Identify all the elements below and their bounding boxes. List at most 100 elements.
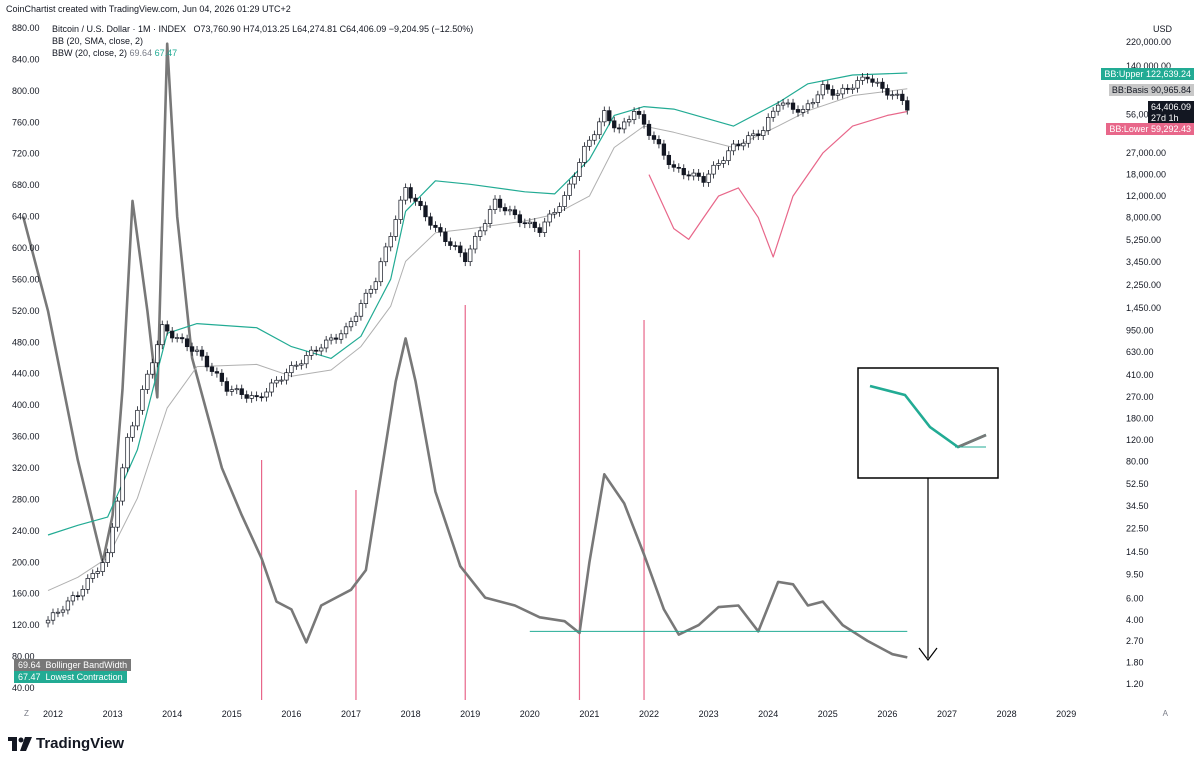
candle-body [378,261,383,283]
candle [790,98,796,114]
candle [666,151,672,170]
candle-body [120,467,125,502]
candle-body [388,236,393,248]
bbw-legend-lowest: 67.47 [154,48,178,58]
zoom-corner[interactable]: Z [24,709,29,718]
candle-body [204,355,210,368]
candle [522,218,527,229]
x-tick-label: 2017 [341,709,361,719]
candle [333,333,339,344]
candle-body [815,94,821,103]
candle-body [517,214,523,224]
candle [751,129,756,141]
candle-body [165,324,170,332]
candle [805,99,811,114]
candle-body [597,121,602,136]
left-tick-label: 800.00 [12,86,40,96]
bb-lower-tag-label: BB:Lower [1109,124,1149,134]
candle-body [50,612,56,621]
candle-body [294,364,299,367]
x-tick-label: 2020 [520,709,540,719]
bb-legend[interactable]: BB (20, SMA, close, 2) [52,36,144,46]
x-tick-label: 2028 [997,709,1017,719]
candle-body [398,199,403,220]
candle-body [209,366,215,372]
candle-body [110,526,115,554]
candle-body [681,168,686,176]
inset-bbw-tail [957,433,987,449]
right-tick-label: 14.50 [1126,547,1149,557]
candle [820,80,825,100]
auto-scale-button[interactable]: A [1162,709,1168,718]
bb-basis-tag-label: BB:Basis [1111,85,1149,95]
candle-body [304,355,309,365]
left-tick-label: 480.00 [12,337,40,347]
candle [120,463,125,506]
right-tick-label: 1.20 [1126,679,1144,689]
candle [656,135,662,149]
candle-body [577,162,582,177]
bbw-tag-value: 69.64 [18,660,41,670]
candle [284,368,289,385]
candle [408,183,413,203]
candle-body [95,571,100,574]
candle-body [800,109,806,113]
candle-body [229,389,234,392]
candle [160,320,165,350]
candle-body [418,200,423,207]
candle-body [512,209,518,216]
x-tick-label: 2023 [699,709,719,719]
candle [135,406,140,431]
candle [497,195,503,212]
candle [140,385,145,415]
candle-body [731,143,736,152]
candle-body [75,595,80,597]
candle-body [716,163,721,166]
right-tick-label: 410.00 [1126,370,1154,380]
x-tick-label: 2022 [639,709,659,719]
candle-body [686,174,691,177]
candle [90,569,95,583]
candle [388,232,393,252]
candle-body [756,133,761,136]
candle [860,73,865,85]
candle-body [55,611,61,614]
candle [319,343,324,356]
candle-body [343,326,349,335]
candle-body [542,221,547,233]
arrow-head [918,647,938,661]
candle-body [373,281,378,290]
bbw-legend[interactable]: BBW (20, close, 2) 69.64 67.47 [52,48,177,58]
candle [701,172,706,187]
candle [289,361,294,378]
series-bbw-20-close-2- [21,42,908,659]
candle [795,105,801,117]
candle-body [65,600,71,611]
right-tick-label: 52.50 [1126,479,1149,489]
bb-lower-tag: BB:Lower 59,292.43 [1106,123,1194,135]
candle-body [314,349,319,352]
candle-body [656,139,662,145]
left-tick-label: 880.00 [12,23,40,33]
x-tick-label: 2019 [460,709,480,719]
candle [194,346,200,356]
candle [110,523,115,558]
candle-body [885,88,890,96]
candle-body [666,154,672,165]
currency-label[interactable]: USD [1152,24,1172,34]
candle-body [189,346,195,352]
candle [721,156,726,168]
candle [815,90,821,107]
candle [507,205,513,216]
candle-body [487,209,493,224]
candle [622,117,627,134]
candle [502,203,508,216]
right-tick-label: 220,000.00 [1126,37,1171,47]
price-tag-countdown: 27d 1h [1150,113,1179,123]
candle [463,248,468,267]
candle-body [537,227,542,233]
candle-body [239,388,244,395]
right-tick-label: 18,000.00 [1126,170,1166,180]
bb-lower-tag-value: 59,292.43 [1150,124,1191,134]
candle [179,333,185,344]
